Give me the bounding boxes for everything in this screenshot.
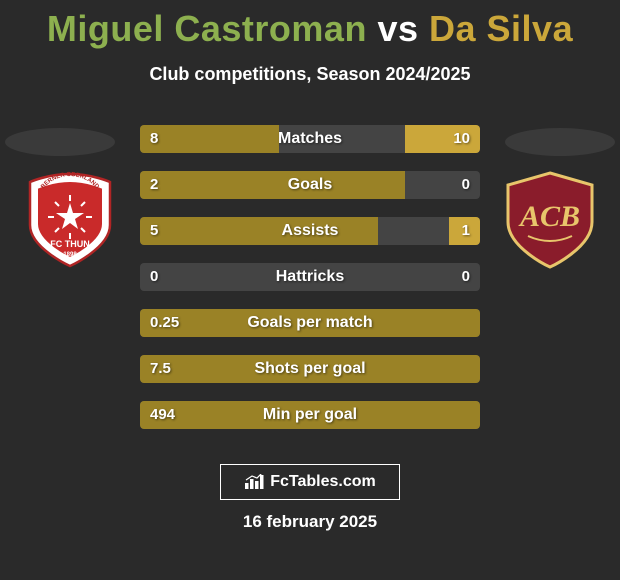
stat-value-right: 10 [453, 125, 470, 153]
fc-thun-shield-icon: BERNER OBERLAND FC THUN 1898 [20, 170, 120, 270]
player1-photo-placeholder [5, 128, 115, 156]
bar-chart-icon [244, 474, 264, 490]
stat-row: Hattricks0 0 [140, 263, 480, 291]
stats-container: Matches810Goals20Assists51Hattricks00Goa… [140, 125, 480, 447]
stat-label: Shots per goal [140, 355, 480, 383]
stat-label: Hattricks [140, 263, 480, 291]
stat-value-right: 0 [462, 171, 470, 199]
stat-label: Matches [140, 125, 480, 153]
club-left-year: 1898 [63, 252, 77, 258]
stat-label: Goals [140, 171, 480, 199]
watermark: FcTables.com [220, 464, 400, 500]
page-title: Miguel Castroman vs Da Silva [0, 0, 620, 50]
stat-value-left: 5 [150, 217, 158, 245]
stat-value-right: 0 [462, 263, 470, 291]
stat-row: Min per goal494 [140, 401, 480, 429]
club-right-monogram: ACB [518, 200, 580, 233]
stat-value-left: 2 [150, 171, 158, 199]
club-left-team-text: FC THUN [50, 239, 90, 249]
stat-value-left: 8 [150, 125, 158, 153]
watermark-text: FcTables.com [270, 473, 376, 491]
stat-row: Matches8 10 [140, 125, 480, 153]
vs-label: vs [377, 8, 418, 49]
stat-value-left: 7.5 [150, 355, 171, 383]
player2-name: Da Silva [429, 8, 573, 49]
player1-name: Miguel Castroman [47, 8, 367, 49]
date: 16 february 2025 [0, 512, 620, 532]
acb-shield-icon: ACB [500, 170, 600, 270]
stat-label: Min per goal [140, 401, 480, 429]
subtitle: Club competitions, Season 2024/2025 [0, 64, 620, 85]
stat-value-left: 0.25 [150, 309, 179, 337]
player2-photo-placeholder [505, 128, 615, 156]
club-logo-right: ACB [500, 170, 600, 270]
stat-row: Goals2 0 [140, 171, 480, 199]
stat-row: Shots per goal7.5 [140, 355, 480, 383]
stat-label: Goals per match [140, 309, 480, 337]
stat-value-left: 0 [150, 263, 158, 291]
stat-row: Assists5 1 [140, 217, 480, 245]
stat-value-right: 1 [462, 217, 470, 245]
stat-value-left: 494 [150, 401, 175, 429]
stat-label: Assists [140, 217, 480, 245]
stat-row: Goals per match0.25 [140, 309, 480, 337]
club-logo-left: BERNER OBERLAND FC THUN 1898 [20, 170, 120, 270]
